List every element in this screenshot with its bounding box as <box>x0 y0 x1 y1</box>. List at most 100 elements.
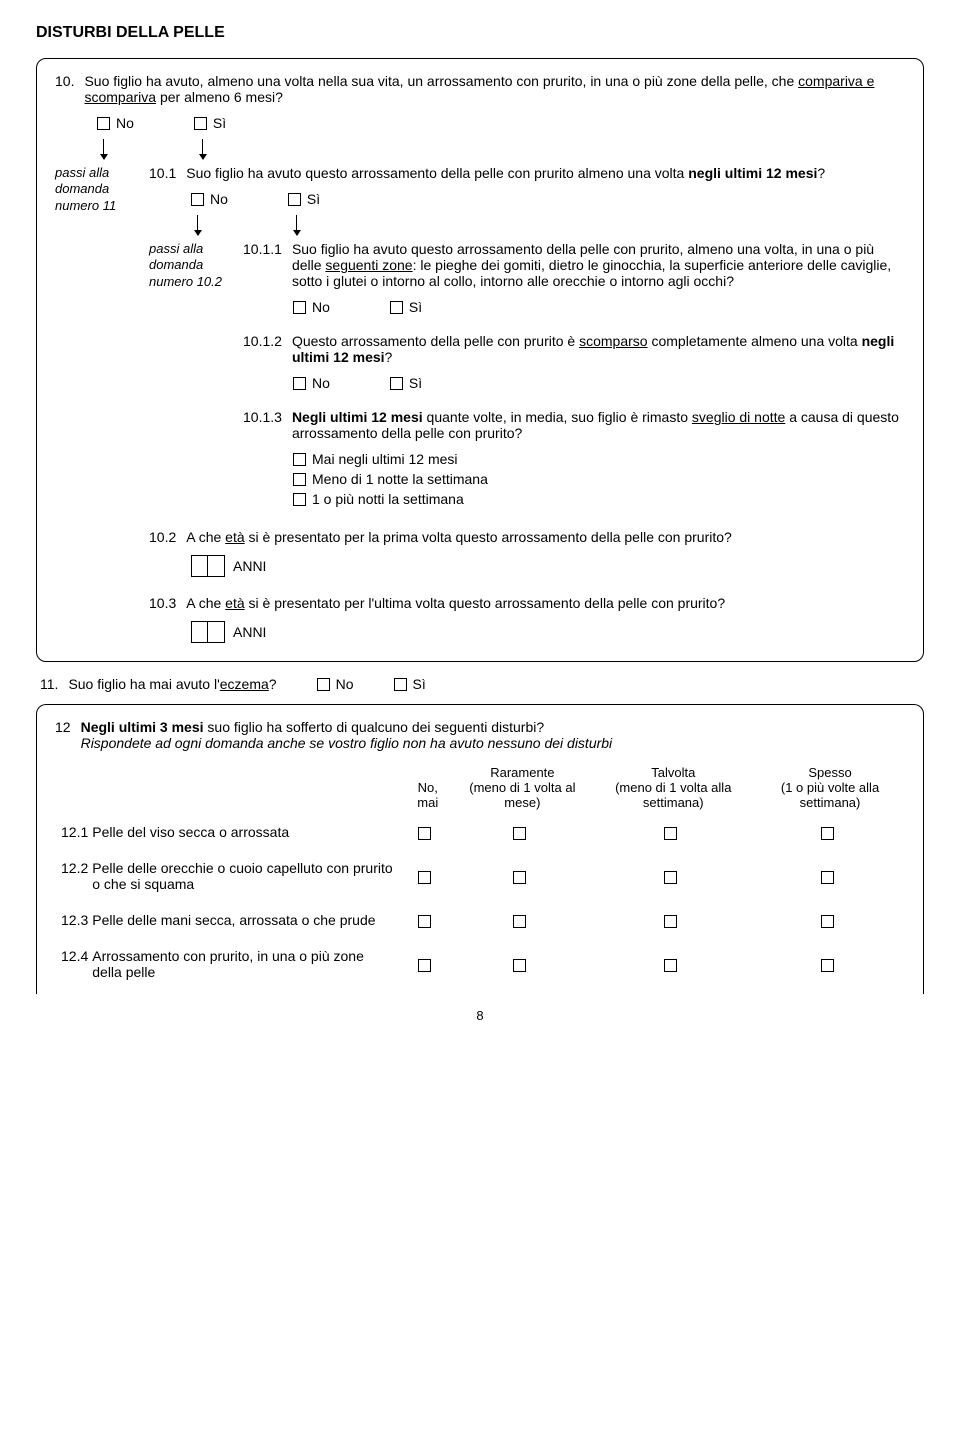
q11-si-label: Sì <box>413 676 426 692</box>
q10-1-2-post: ? <box>385 349 393 365</box>
q10-1-3: 10.1.3 Negli ultimi 12 mesi quante volte… <box>243 409 905 441</box>
q12-col4: Spesso(1 o più volte alla settimana) <box>755 761 905 814</box>
q10-1-no-checkbox[interactable] <box>191 193 204 206</box>
q10-1-si-label: Sì <box>307 191 320 207</box>
q12-checkbox[interactable] <box>664 915 677 928</box>
q10-1-2: 10.1.2 Questo arrossamento della pelle c… <box>243 333 905 365</box>
q11-num: 11. <box>40 676 58 692</box>
q10-1-wrap: passi alla domanda numero 11 10.1 Suo fi… <box>55 165 905 643</box>
q10-1-pre: Suo figlio ha avuto questo arrossamento … <box>186 165 688 181</box>
q10-no-label: No <box>116 115 134 131</box>
q10-2-anni-input[interactable] <box>191 555 225 577</box>
q12-text: Negli ultimi 3 mesi suo figlio ha soffer… <box>81 719 905 751</box>
q10-1-2-mid: completamente almeno una volta <box>648 333 862 349</box>
q11-si-checkbox[interactable] <box>394 678 407 691</box>
q10-1-1-si-checkbox[interactable] <box>390 301 403 314</box>
q12-row-num: 12.1 <box>55 814 92 850</box>
q10-1-3-mid: quante volte, in media, suo figlio è rim… <box>423 409 692 425</box>
q12-checkbox[interactable] <box>513 871 526 884</box>
q10-3-anni-input[interactable] <box>191 621 225 643</box>
q10-1-1-opts: No Sì <box>293 299 905 315</box>
q10-1-1-no-label: No <box>312 299 330 315</box>
q10-1-1-si-label: Sì <box>409 299 422 315</box>
q10-2-text: A che età si è presentato per la prima v… <box>186 529 905 545</box>
q12-checkbox[interactable] <box>664 827 677 840</box>
q11-no-checkbox[interactable] <box>317 678 330 691</box>
q10-2-pre: A che <box>186 529 225 545</box>
q12-num: 12 <box>55 719 71 751</box>
arrow-icon <box>202 139 203 159</box>
q10-1-3-und: sveglio di notte <box>692 409 785 425</box>
q10-2: 10.2 A che età si è presentato per la pr… <box>149 529 905 545</box>
q10-2-num: 10.2 <box>149 529 176 545</box>
q12-bold: Negli ultimi 3 mesi <box>81 719 204 735</box>
table-row: 12.1Pelle del viso secca o arrossata <box>55 814 905 850</box>
q12-checkbox[interactable] <box>821 871 834 884</box>
q10-1-si-checkbox[interactable] <box>288 193 301 206</box>
q11-post: ? <box>269 676 277 692</box>
arrow-icon <box>296 215 297 235</box>
q12-row-num: 12.4 <box>55 938 92 990</box>
q10-1-arrows <box>191 213 905 235</box>
arrow-icon <box>103 139 104 159</box>
q10-1-1-wrap: passi alla domanda numero 10.2 10.1.1 Su… <box>149 241 905 511</box>
q10-1-2-si-label: Sì <box>409 375 422 391</box>
q12-col2: Raramente(meno di 1 volta al mese) <box>453 761 591 814</box>
q11-no-label: No <box>336 676 354 692</box>
q10-box: 10. Suo figlio ha avuto, almeno una volt… <box>36 58 924 662</box>
q12-checkbox[interactable] <box>664 959 677 972</box>
q12-checkbox[interactable] <box>513 827 526 840</box>
q12-col1: No, mai <box>402 761 453 814</box>
q10-1-1-num: 10.1.1 <box>243 241 282 289</box>
q10-post: per almeno 6 mesi? <box>156 89 283 105</box>
q10-1-2-num: 10.1.2 <box>243 333 282 365</box>
q10-si-checkbox[interactable] <box>194 117 207 130</box>
q12-checkbox[interactable] <box>821 827 834 840</box>
section-title: DISTURBI DELLA PELLE <box>36 24 924 42</box>
q10-1-text: Suo figlio ha avuto questo arrossamento … <box>186 165 905 181</box>
q12-checkbox[interactable] <box>664 871 677 884</box>
q12-checkbox[interactable] <box>513 915 526 928</box>
q10-1-3-num: 10.1.3 <box>243 409 282 441</box>
q10-2-post: si è presentato per la prima volta quest… <box>245 529 732 545</box>
q10-1-opts: No Sì <box>191 191 905 207</box>
q10-1-2-no-label: No <box>312 375 330 391</box>
q11-text: Suo figlio ha mai avuto l'eczema? <box>68 676 276 692</box>
table-row: 12.3Pelle delle mani secca, arrossata o … <box>55 902 905 938</box>
q10-1-2-und: scomparso <box>579 333 647 349</box>
q10-3-und: età <box>225 595 244 611</box>
q12-checkbox[interactable] <box>418 871 431 884</box>
q12-checkbox[interactable] <box>821 959 834 972</box>
q12-row-num: 12.3 <box>55 902 92 938</box>
q10-1-bold: negli ultimi 12 mesi <box>688 165 817 181</box>
q12-box: 12 Negli ultimi 3 mesi suo figlio ha sof… <box>36 704 924 994</box>
q10-1-3-opt2-checkbox[interactable] <box>293 473 306 486</box>
q10-1-3-opt1-checkbox[interactable] <box>293 453 306 466</box>
q12-table: No, mai Raramente(meno di 1 volta al mes… <box>55 761 905 990</box>
passi-10-2: passi alla domanda numero 10.2 <box>149 241 229 290</box>
q12-checkbox[interactable] <box>418 915 431 928</box>
q12-checkbox[interactable] <box>821 915 834 928</box>
q10-1-1: 10.1.1 Suo figlio ha avuto questo arross… <box>243 241 905 289</box>
arrow-icon <box>197 215 198 235</box>
q10-num: 10. <box>55 73 74 105</box>
q10-pre: Suo figlio ha avuto, almeno una volta ne… <box>84 73 798 89</box>
q10-2-und: età <box>225 529 244 545</box>
q10-1-2-si-checkbox[interactable] <box>390 377 403 390</box>
q10-1-3-text: Negli ultimi 12 mesi quante volte, in me… <box>292 409 905 441</box>
q10-3: 10.3 A che età si è presentato per l'ult… <box>149 595 905 611</box>
q12-row-label: Pelle delle mani secca, arrossata o che … <box>92 902 402 938</box>
q11: 11. Suo figlio ha mai avuto l'eczema? No… <box>40 676 924 692</box>
q10-no-checkbox[interactable] <box>97 117 110 130</box>
q10-1-3-opt3-checkbox[interactable] <box>293 493 306 506</box>
q10-1-1-text: Suo figlio ha avuto questo arrossamento … <box>292 241 905 289</box>
q10-3-pre: A che <box>186 595 225 611</box>
q10-3-anni-label: ANNI <box>233 624 266 640</box>
q10-1-2-text: Questo arrossamento della pelle con prur… <box>292 333 905 365</box>
q10-1-3-bold: Negli ultimi 12 mesi <box>292 409 423 425</box>
q12-checkbox[interactable] <box>513 959 526 972</box>
q10-1-1-no-checkbox[interactable] <box>293 301 306 314</box>
q12-checkbox[interactable] <box>418 959 431 972</box>
q12-checkbox[interactable] <box>418 827 431 840</box>
q10-1-2-no-checkbox[interactable] <box>293 377 306 390</box>
